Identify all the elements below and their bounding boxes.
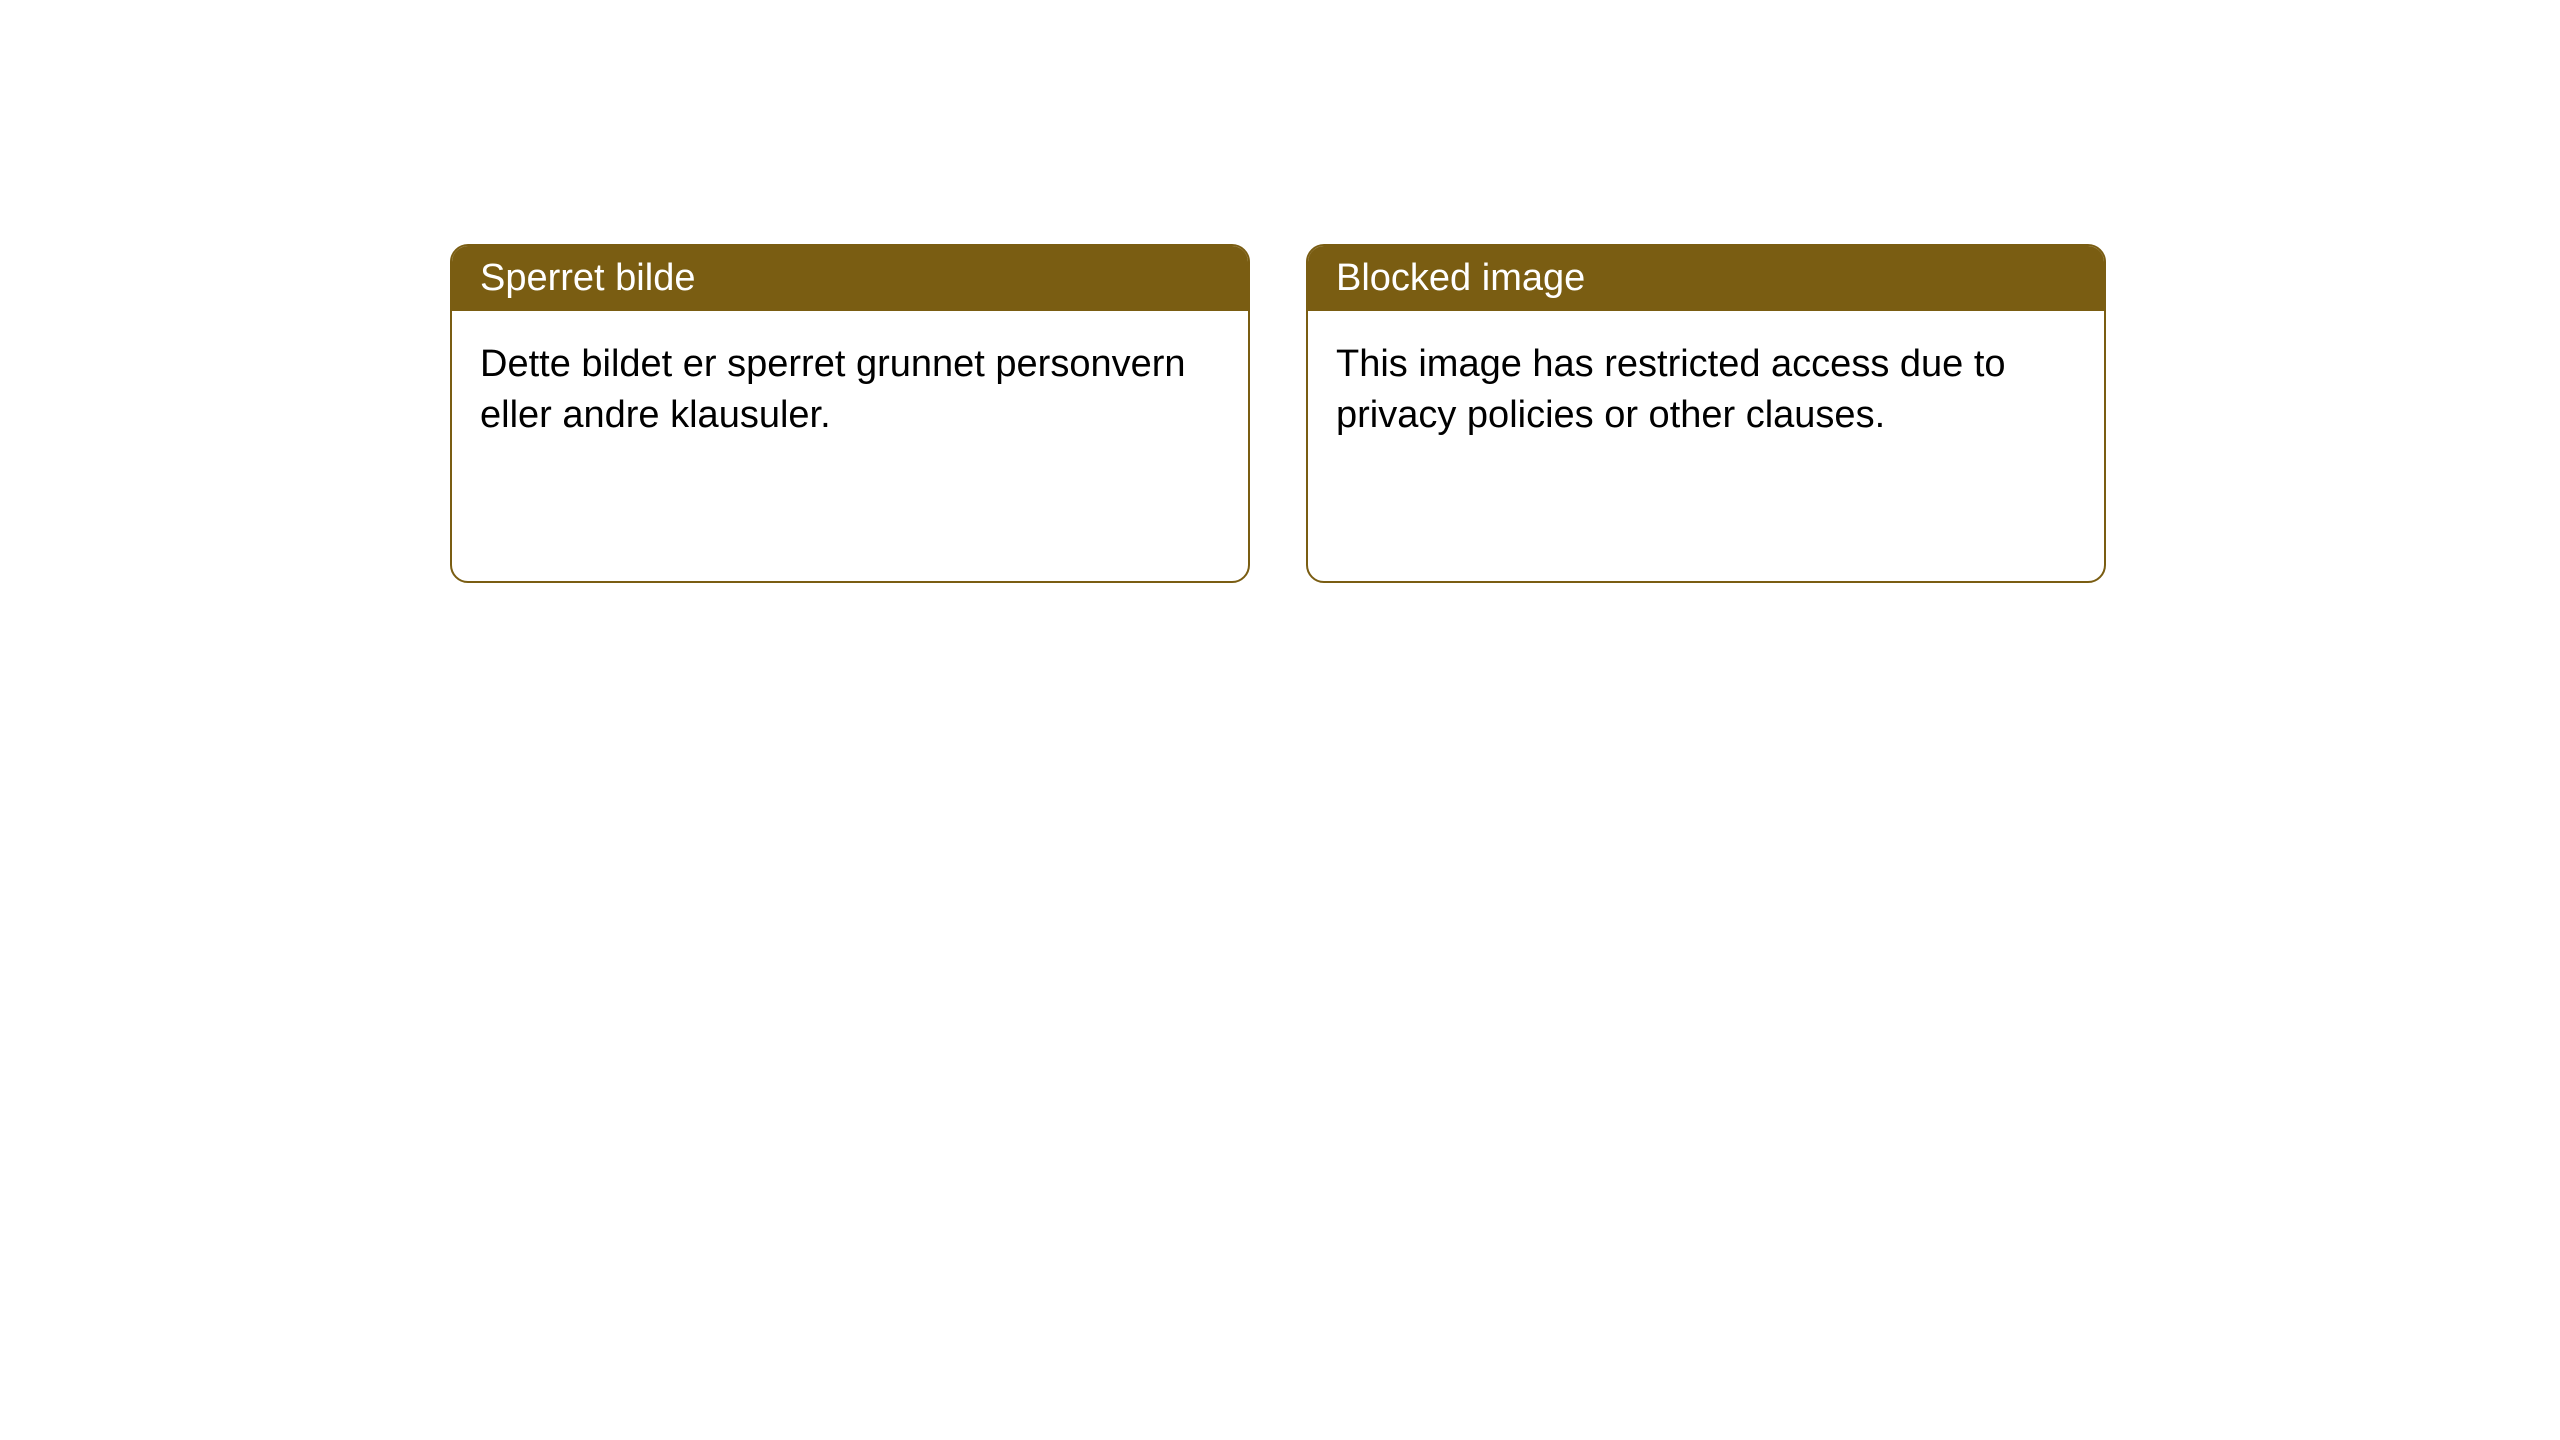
notice-card-norwegian: Sperret bilde Dette bildet er sperret gr… [450,244,1250,583]
card-title: Blocked image [1336,257,1585,299]
blocked-image-notice-container: Sperret bilde Dette bildet er sperret gr… [450,244,2106,583]
card-body: This image has restricted access due to … [1308,311,2104,581]
card-body-text: Dette bildet er sperret grunnet personve… [480,339,1220,442]
notice-card-english: Blocked image This image has restricted … [1306,244,2106,583]
card-title: Sperret bilde [480,257,695,299]
card-header: Blocked image [1308,246,2104,311]
card-body-text: This image has restricted access due to … [1336,339,2076,442]
card-header: Sperret bilde [452,246,1248,311]
card-body: Dette bildet er sperret grunnet personve… [452,311,1248,581]
